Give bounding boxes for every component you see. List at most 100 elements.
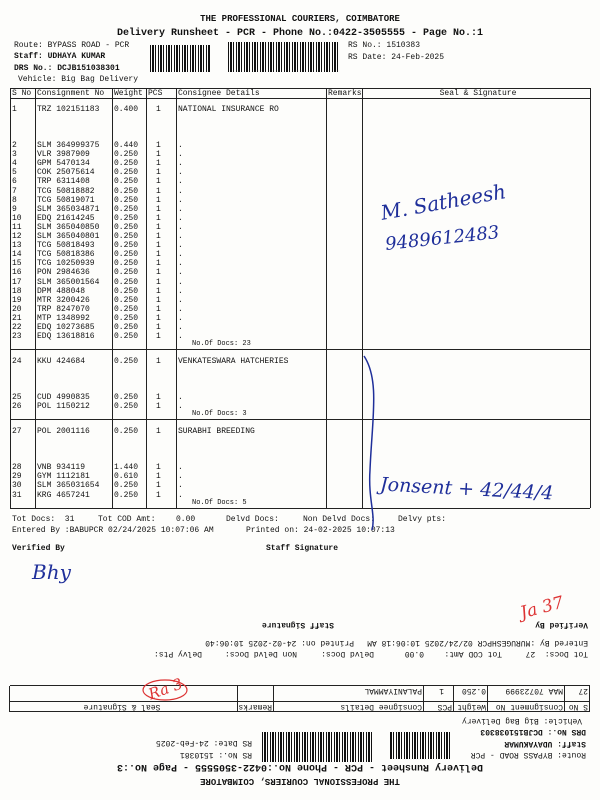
entered-by: Entered By :BABUPCR 02/24/2025 10:07:06 … [12,526,214,535]
weight: 0.250 [114,357,139,367]
rule [362,88,363,508]
consignment-no: COK 25075614 [37,168,95,178]
rule [10,349,590,351]
pcs: 1 [156,481,161,491]
s-no: 23 [12,332,22,342]
rs-date: RS Date: 24-Feb-2025 [155,738,252,747]
doc-count: No.Of Docs: 5 [192,498,247,507]
consignee: VENKATESWARA HATCHERIES [178,357,289,367]
weight: 0.250 [114,304,139,314]
rule [10,507,590,509]
weight: 0.250 [114,186,139,196]
weight: 0.250 [114,332,139,342]
pcs: 1 [156,222,161,232]
runsheet-page-3-inverted: THE PROFESSIONAL COURIERS, COIMBATORE Del… [0,570,600,800]
column-header: PCS [148,89,163,98]
s-no: 24 [12,357,22,367]
weight: 0.250 [114,168,139,178]
consignee: . [178,222,183,232]
consignment-no: TRP 6311408 [37,177,90,187]
consignment-no: TCG 50818386 [37,250,95,260]
column-header: PCS [437,702,452,711]
pcs: 1 [156,241,161,251]
s-no: 16 [12,268,22,278]
consignee: . [178,472,183,482]
consignment-no: DPM 488048 [37,286,86,296]
title: THE PROFESSIONAL COURIERS, COIMBATORE [200,776,400,786]
consignment-no: PON 2984636 [37,268,90,278]
title: THE PROFESSIONAL COURIERS, COIMBATORE [200,14,400,24]
non-delivered-docs: Non Delvd Docs: [224,649,297,658]
s-no: 27 [12,427,22,437]
pcs: 1 [156,204,161,214]
staff-signature: Staff Signature [261,620,334,629]
weight: 0.400 [114,105,139,114]
handwriting: Bhy [32,560,71,584]
consignee: . [178,159,183,169]
s-no: 3 [12,150,17,160]
s-no: 29 [12,472,22,482]
vehicle: Vehicle: Big Bag Delivery [461,716,582,725]
consignment-no: EDQ 10273685 [37,323,95,332]
rule [10,685,590,686]
consignment-no: TCG 50818493 [37,241,95,251]
consignment-no: MTR 3200426 [37,295,90,305]
consignment-no: KRG 4657241 [37,490,90,500]
column-header: Seal & Signature [83,702,161,711]
s-no: 5 [12,168,17,178]
weight: 0.250 [114,481,139,491]
weight: 0.250 [114,295,139,305]
pcs: 1 [156,490,161,500]
rule [112,88,113,508]
verified-by: Verified By [12,544,65,553]
consignment-no: SLM 365034871 [37,204,100,214]
consignee: . [178,393,183,403]
rule [273,686,274,712]
consignee: . [178,186,183,196]
staff-signature: Staff Signature [266,544,339,553]
column-header: Weight [457,702,486,711]
subtitle: Delivery Runsheet - PCR - Phone No.:0422… [116,28,484,39]
pcs: 1 [156,168,161,178]
consignee: . [178,259,183,269]
weight: 0.250 [114,323,139,332]
s-no: 21 [12,313,22,323]
s-no: 19 [12,295,22,305]
weight: 0.250 [114,277,139,287]
consignee: . [178,481,183,491]
entered-by: Entered By :MURUGESHPCR 02/24/2025 10:06… [367,638,588,647]
column-header: Consignee Details [178,89,260,98]
consignee: . [178,232,183,241]
pcs: 1 [156,268,161,278]
column-header: Consignee Details [340,702,422,711]
pcs: 1 [156,259,161,269]
delivered-docs: Delvd Docs: [321,649,374,658]
consignee: . [178,490,183,500]
consignee: . [178,204,183,214]
column-header: Consignment No [495,702,563,711]
rule [176,88,177,508]
consignee: . [178,332,183,342]
consignment-no: KKU 424684 [37,357,86,367]
s-no: 14 [12,250,22,260]
s-no: 7 [12,186,17,196]
consignment-no: VLR 3987909 [37,150,90,160]
pcs: 1 [439,686,444,695]
cod-amount: 0.00 [404,649,424,658]
total-docs: Tot Docs: 31 [12,515,75,524]
pcs: 1 [156,213,161,223]
printed-on: Printed on: 24-02-2025 10:06:40 [205,638,354,647]
weight: 0.250 [114,241,139,251]
consignee: . [178,141,183,150]
s-no: 20 [12,304,22,314]
weight: 0.250 [114,222,139,232]
non-delivered-docs: Non Delvd Docs: [303,515,376,524]
s-no: 26 [12,402,22,412]
s-no: 8 [12,195,17,205]
pcs: 1 [156,427,161,437]
column-header: S No [568,702,588,711]
pcs: 1 [156,313,161,323]
consignment-no: SLM 365001564 [37,277,100,287]
s-no: 2 [12,141,17,150]
rule [423,686,424,712]
